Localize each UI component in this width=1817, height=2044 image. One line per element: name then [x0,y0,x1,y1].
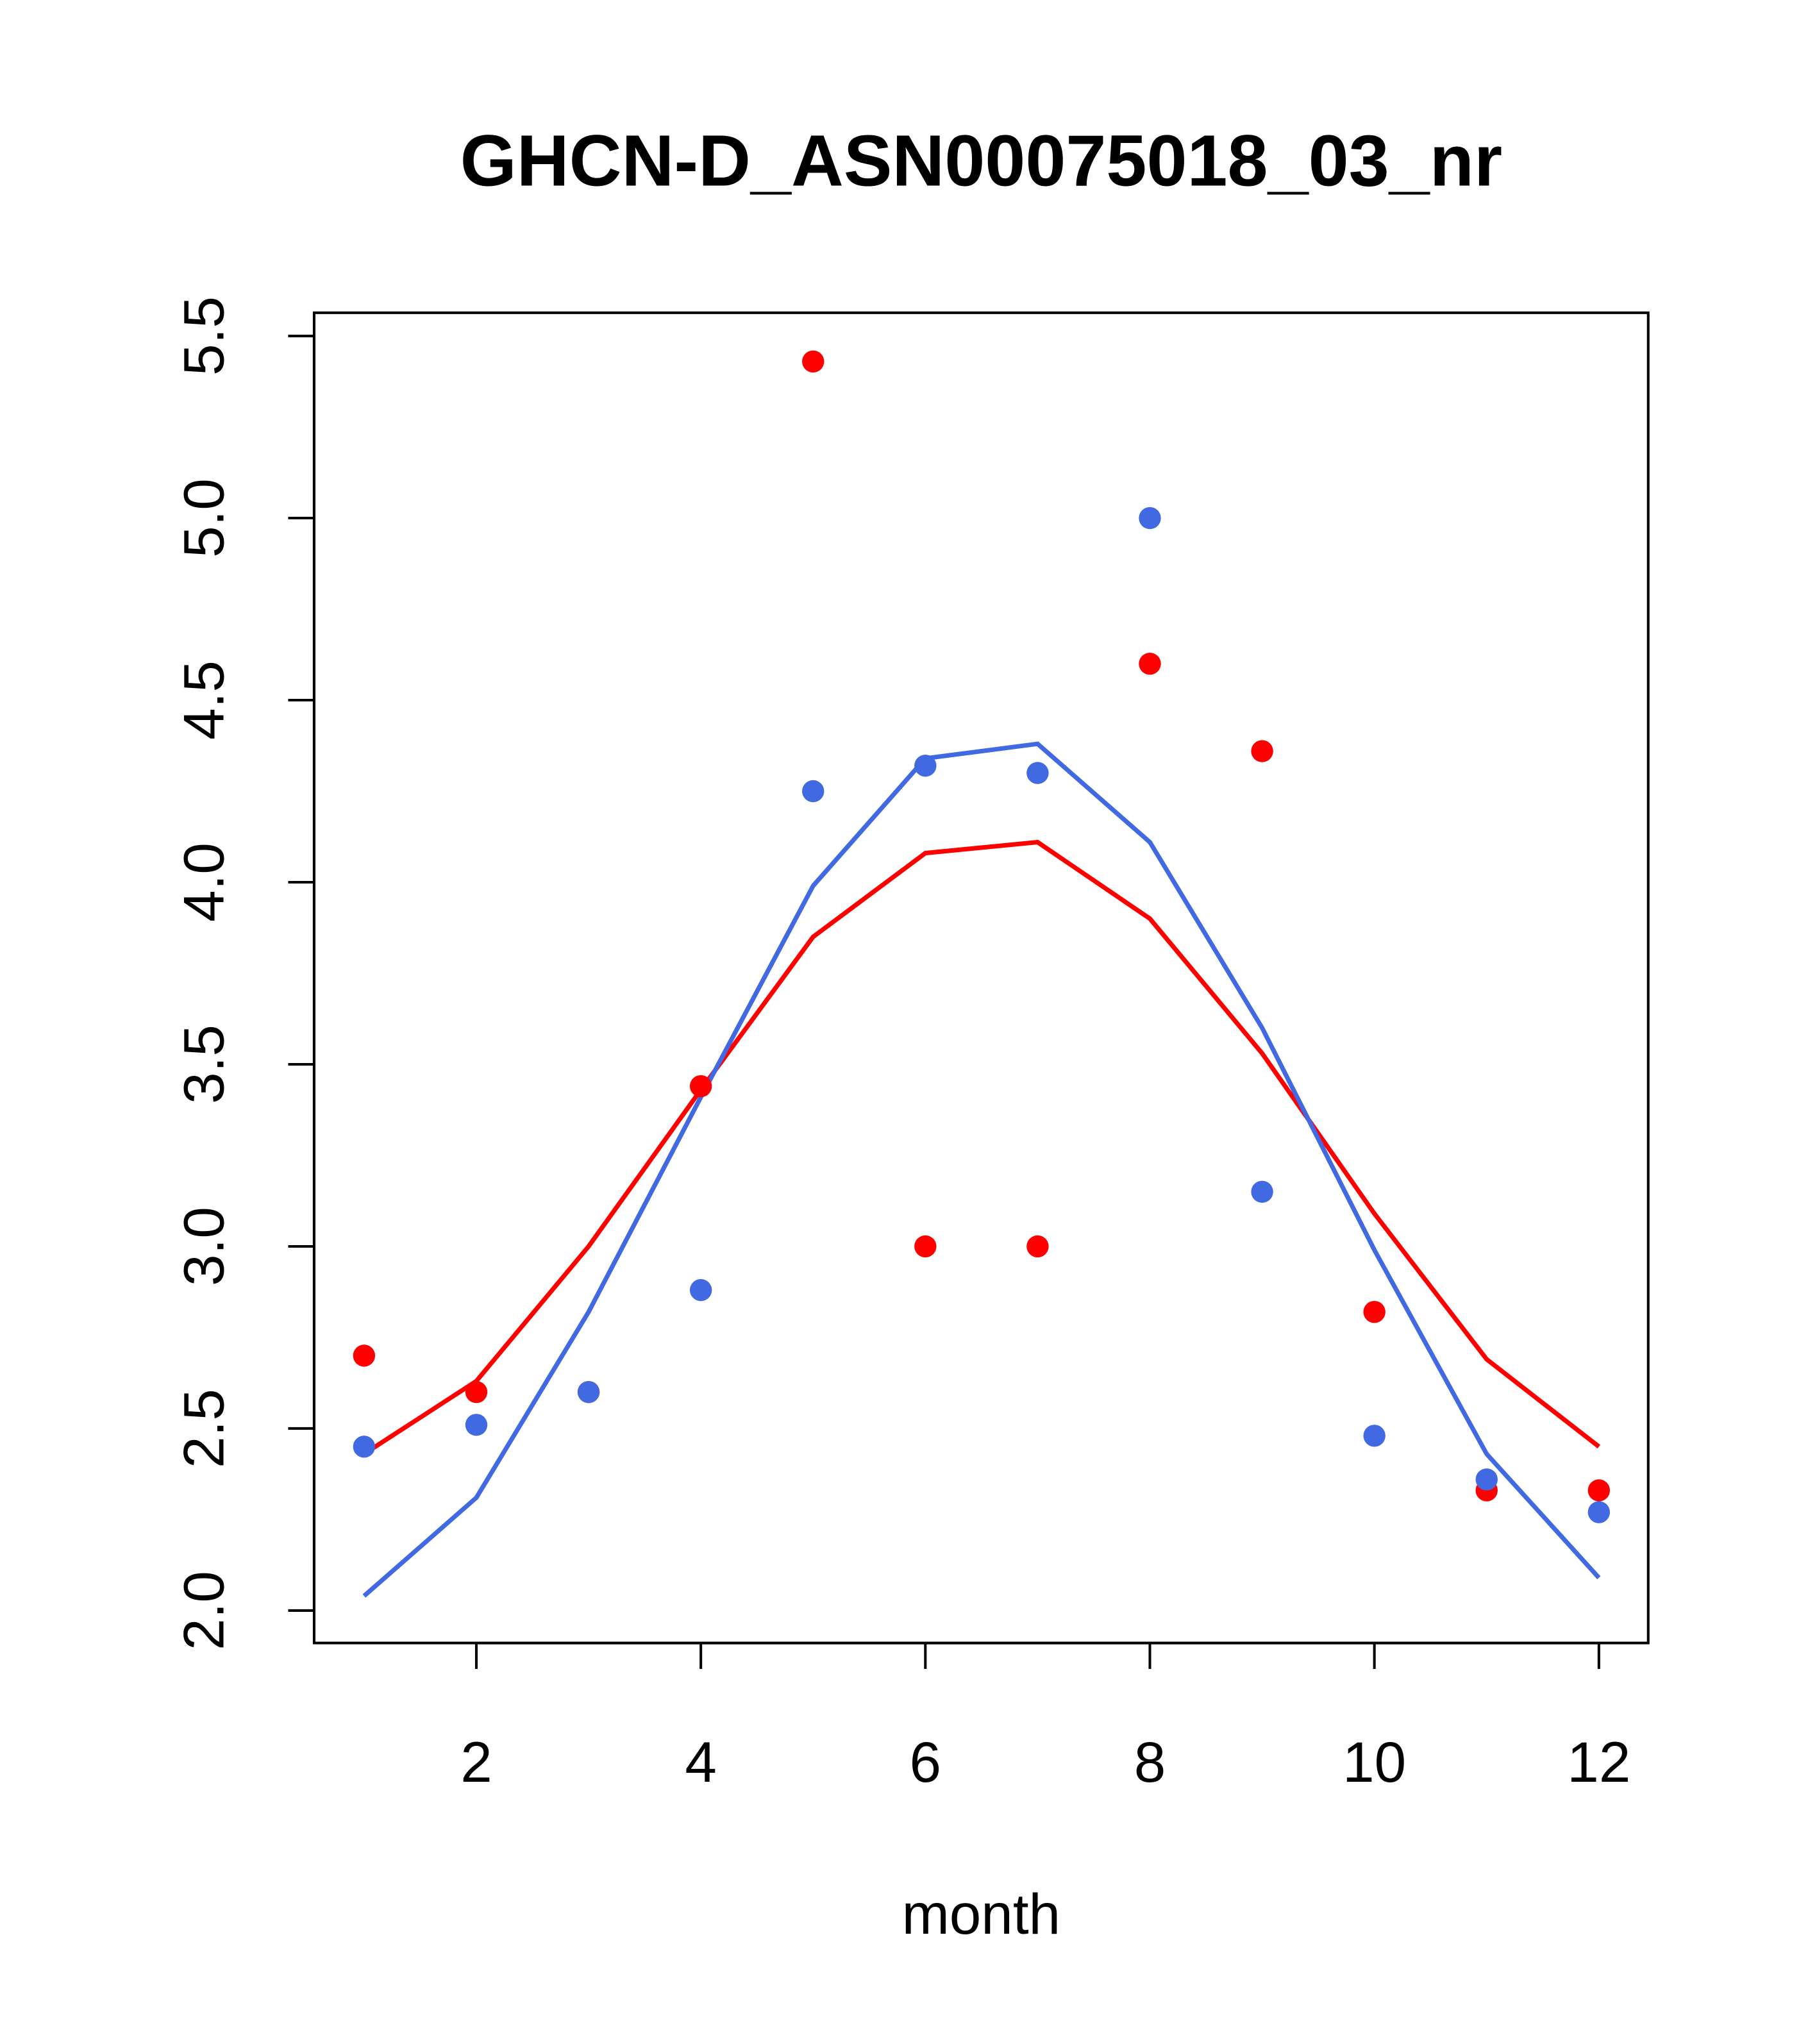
x-axis-label: month [902,1882,1061,1946]
series-layer [353,350,1611,1598]
y-tick-label: 4.0 [171,842,235,922]
x-tick-label: 6 [910,1730,942,1794]
blue-point [914,755,937,777]
red-point [1587,1479,1611,1502]
blue-point [1251,1180,1273,1203]
x-axis: 2 4 6 8 10 12 [460,1641,1630,1794]
plot-frame [312,311,1650,1645]
y-tick-label: 5.5 [171,296,235,376]
blue-point [802,780,825,803]
x-tick-label: 2 [460,1730,492,1794]
blue-point [1026,762,1049,784]
red-line [362,839,1601,1456]
red-point [802,350,825,373]
red-point [914,1235,937,1258]
y-axis: 2.0 2.5 3.0 3.5 4.0 4.5 5.0 5.5 [171,296,315,1650]
blue-point [1587,1501,1611,1523]
y-tick-label: 3.5 [171,1025,235,1104]
blue-point [689,1278,712,1302]
blue-point [353,1436,376,1458]
y-tick-label: 5.0 [171,478,235,558]
x-tick-label: 10 [1343,1730,1406,1794]
red-point [1026,1235,1049,1258]
blue-point [1139,507,1161,530]
y-tick-label: 3.0 [171,1207,235,1286]
blue-line [362,741,1601,1598]
blue-point [577,1380,600,1403]
red-point [1251,740,1273,762]
red-point [465,1380,488,1403]
x-tick-label: 12 [1567,1730,1630,1794]
red-point [1363,1301,1386,1323]
red-point [353,1345,376,1367]
red-point [689,1075,712,1098]
blue-point [465,1414,488,1436]
x-tick-label: 8 [1134,1730,1166,1794]
blue-point [1475,1468,1498,1491]
y-tick-label: 4.5 [171,660,235,740]
y-tick-label: 2.0 [171,1571,235,1650]
red-point [1139,653,1161,675]
y-tick-label: 2.5 [171,1389,235,1468]
x-tick-label: 4 [685,1730,717,1794]
chart-title: GHCN-D_ASN00075018_03_nr [460,120,1502,201]
blue-point [1363,1425,1386,1447]
